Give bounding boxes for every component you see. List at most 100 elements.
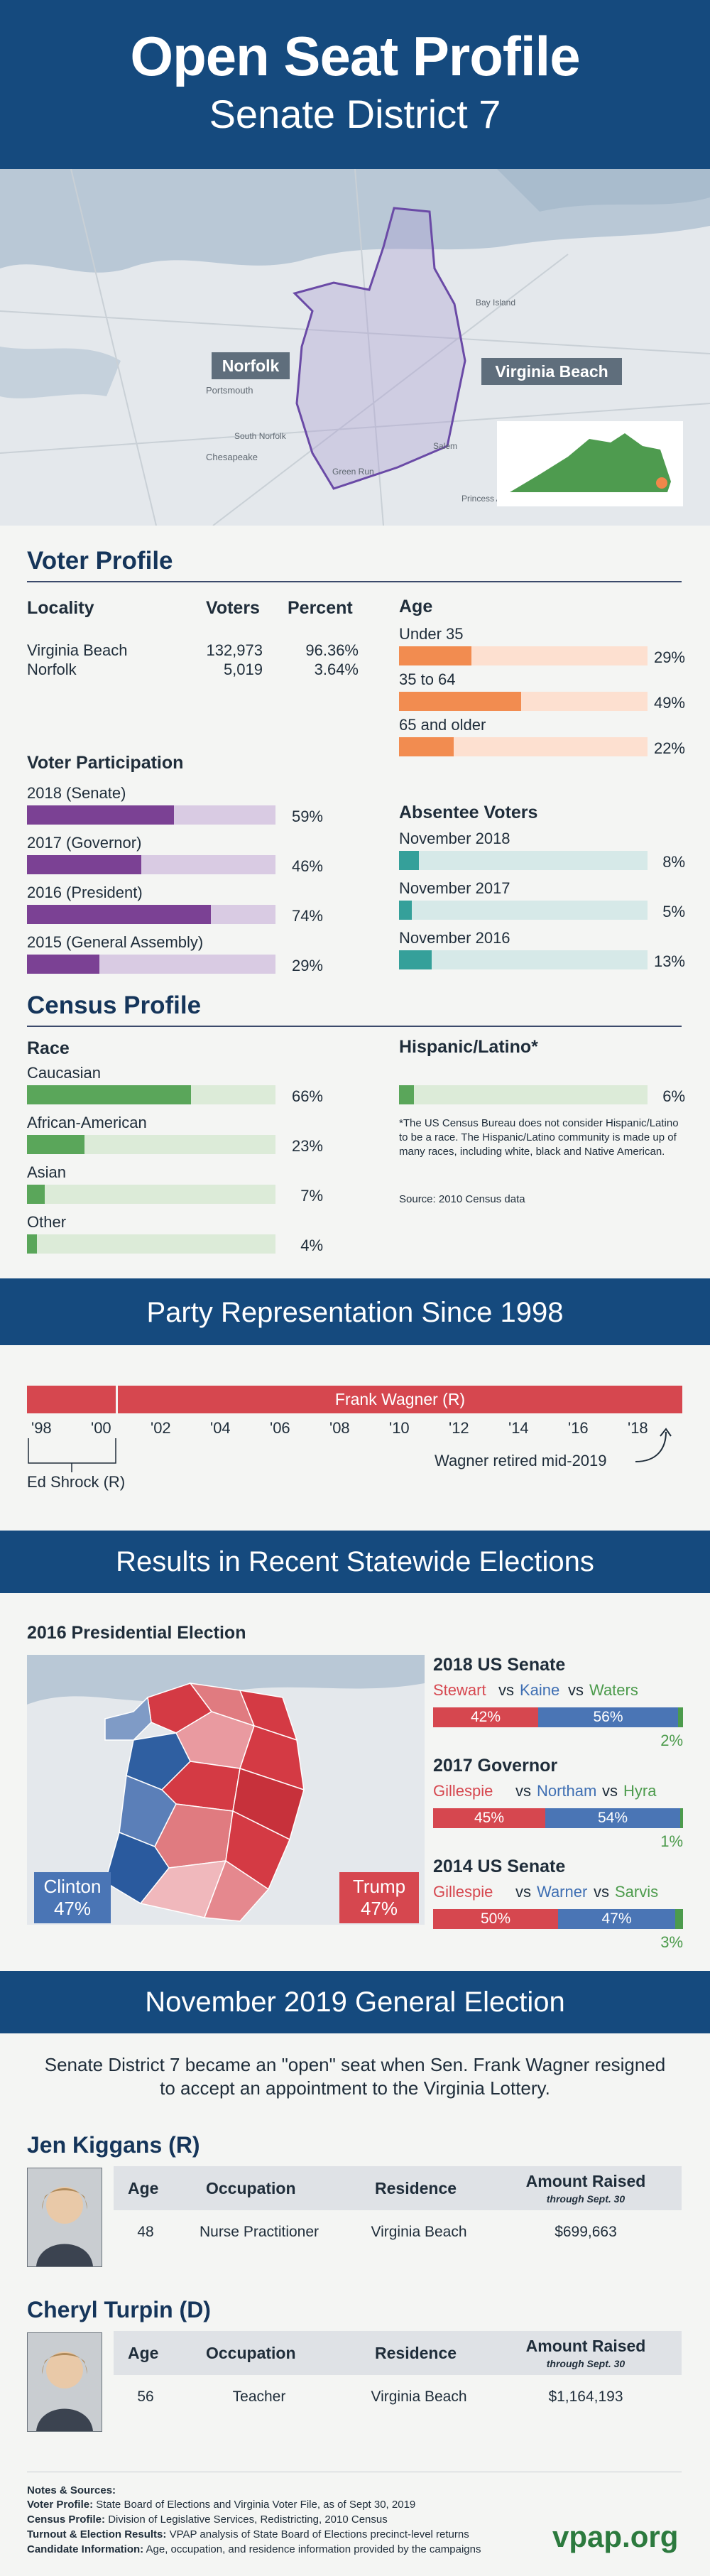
- r-bar: 42%: [433, 1707, 538, 1727]
- vpap-logo: vpap.org: [552, 2520, 679, 2553]
- year-tick: '02: [151, 1419, 171, 1437]
- cand-d: Northam: [537, 1782, 597, 1800]
- census-rule: [27, 1026, 682, 1027]
- bar-percent: 22%: [653, 739, 685, 757]
- cand-residence: Virginia Beach: [371, 2388, 467, 2405]
- census-source: Source: 2010 Census data: [399, 1193, 525, 1205]
- note-label: Census Profile:: [27, 2513, 106, 2526]
- page-subtitle: Senate District 7: [209, 92, 501, 136]
- cand-o: Waters: [589, 1681, 638, 1699]
- bar-track: [399, 851, 648, 870]
- col-amount: Amount Raised: [525, 2337, 646, 2355]
- place-bay-island: Bay Island: [476, 298, 515, 308]
- bar-percent: 29%: [291, 957, 323, 974]
- district-map: Norfolk Virginia Beach Portsmouth Chesap…: [0, 169, 710, 526]
- locality-voters: 5,019: [223, 661, 263, 678]
- bar-percent: 66%: [291, 1087, 323, 1105]
- party-band: Party Representation Since 1998: [0, 1278, 710, 1345]
- results-title: Results in Recent Statewide Elections: [116, 1546, 594, 1577]
- participation-title: Voter Participation: [27, 753, 184, 773]
- year-tick: '18: [628, 1419, 648, 1437]
- col-residence: Residence: [375, 2344, 457, 2362]
- col-residence: Residence: [375, 2179, 457, 2197]
- bar-percent: 23%: [291, 1137, 323, 1155]
- bar-label: November 2016: [399, 929, 510, 947]
- hispanic-note: *The US Census Bureau does not consider …: [399, 1117, 679, 1158]
- year-tick: '98: [31, 1419, 52, 1437]
- year-tick: '12: [449, 1419, 469, 1437]
- candidate-photo: [27, 2332, 102, 2432]
- col-amount-sub: through Sept. 30: [546, 2193, 626, 2205]
- trump-box: Trump 47%: [339, 1872, 419, 1923]
- bar-label: 65 and older: [399, 716, 486, 734]
- locality-percent: 96.36%: [305, 641, 359, 659]
- place-salem: Salem: [433, 441, 457, 451]
- bar-fill: [27, 855, 141, 874]
- bar-fill: [27, 1185, 45, 1204]
- locality-name: Norfolk: [27, 661, 77, 678]
- bar-percent: 59%: [291, 808, 323, 825]
- note-label: Turnout & Election Results:: [27, 2528, 167, 2540]
- race-title: 2014 US Senate: [433, 1857, 566, 1876]
- cand-occupation: Nurse Practitioner: [199, 2224, 320, 2240]
- vs-text: vs: [498, 1681, 514, 1699]
- age-title: Age: [399, 597, 433, 616]
- col-age: Age: [128, 2344, 159, 2362]
- bar-label: African-American: [27, 1114, 147, 1131]
- shrock-bracket: [28, 1438, 116, 1472]
- cand-d: Kaine: [520, 1681, 560, 1699]
- bar-fill: [399, 646, 471, 665]
- retired-note: Wagner retired mid-2019: [435, 1452, 607, 1469]
- note-label: Candidate Information:: [27, 2543, 144, 2555]
- norfolk-label-bg: [212, 352, 290, 379]
- bar-track: [27, 1234, 275, 1254]
- bar-fill: [399, 692, 521, 711]
- year-tick: '08: [329, 1419, 350, 1437]
- cand-o: Hyra: [623, 1782, 657, 1800]
- district-outline: [293, 207, 466, 490]
- year-tick: '10: [389, 1419, 410, 1437]
- bar-fill: [27, 955, 99, 974]
- clinton-name: Clinton: [43, 1876, 102, 1897]
- note-line: Voter Profile: State Board of Elections …: [27, 2497, 538, 2512]
- trump-name: Trump: [352, 1876, 406, 1897]
- retired-arrow-icon: [635, 1428, 672, 1462]
- census-title: Census Profile: [27, 991, 202, 1019]
- locality-percent: 3.64%: [314, 661, 359, 678]
- clinton-box: Clinton 47%: [34, 1872, 111, 1923]
- bar-track: [399, 1085, 648, 1104]
- trump-pct: 47%: [360, 1898, 398, 1919]
- o-pct: 3%: [660, 1933, 683, 1951]
- r-bar: 50%: [433, 1909, 558, 1929]
- bar-label: November 2018: [399, 830, 510, 847]
- bar-percent: 7%: [300, 1187, 323, 1205]
- note-text: Age, occupation, and residence informati…: [146, 2543, 481, 2555]
- bar-track: [399, 901, 648, 920]
- r-bar: 45%: [433, 1808, 545, 1828]
- bar-percent: 29%: [653, 648, 685, 666]
- d-bar: 47%: [558, 1909, 675, 1929]
- place-portsmouth: Portsmouth: [206, 385, 253, 396]
- bar-percent: 49%: [653, 694, 685, 712]
- year-tick: '04: [210, 1419, 231, 1437]
- vs-text: vs: [515, 1782, 531, 1800]
- bar-fill: [399, 1085, 414, 1104]
- hispanic-title: Hispanic/Latino*: [399, 1037, 538, 1057]
- hispanic-percent: 6%: [662, 1087, 685, 1105]
- table-header: [114, 2166, 682, 2210]
- bar-fill: [27, 1085, 191, 1104]
- bar-fill: [27, 1135, 84, 1154]
- bar-label: Asian: [27, 1163, 67, 1181]
- shrock-bar: [27, 1386, 116, 1413]
- bar-percent: 5%: [662, 903, 685, 920]
- vb-label-bg: [481, 358, 622, 385]
- voter-profile-title: Voter Profile: [27, 547, 173, 575]
- locality-voters: 132,973: [206, 641, 263, 659]
- bar-fill: [399, 950, 432, 969]
- note-line: Turnout & Election Results: VPAP analysi…: [27, 2527, 538, 2542]
- bar-fill: [27, 805, 174, 825]
- cand-age: 48: [137, 2224, 154, 2240]
- cand-r: Stewart: [433, 1681, 486, 1699]
- vs-text: vs: [602, 1782, 618, 1800]
- results-band: Results in Recent Statewide Elections: [0, 1531, 710, 1593]
